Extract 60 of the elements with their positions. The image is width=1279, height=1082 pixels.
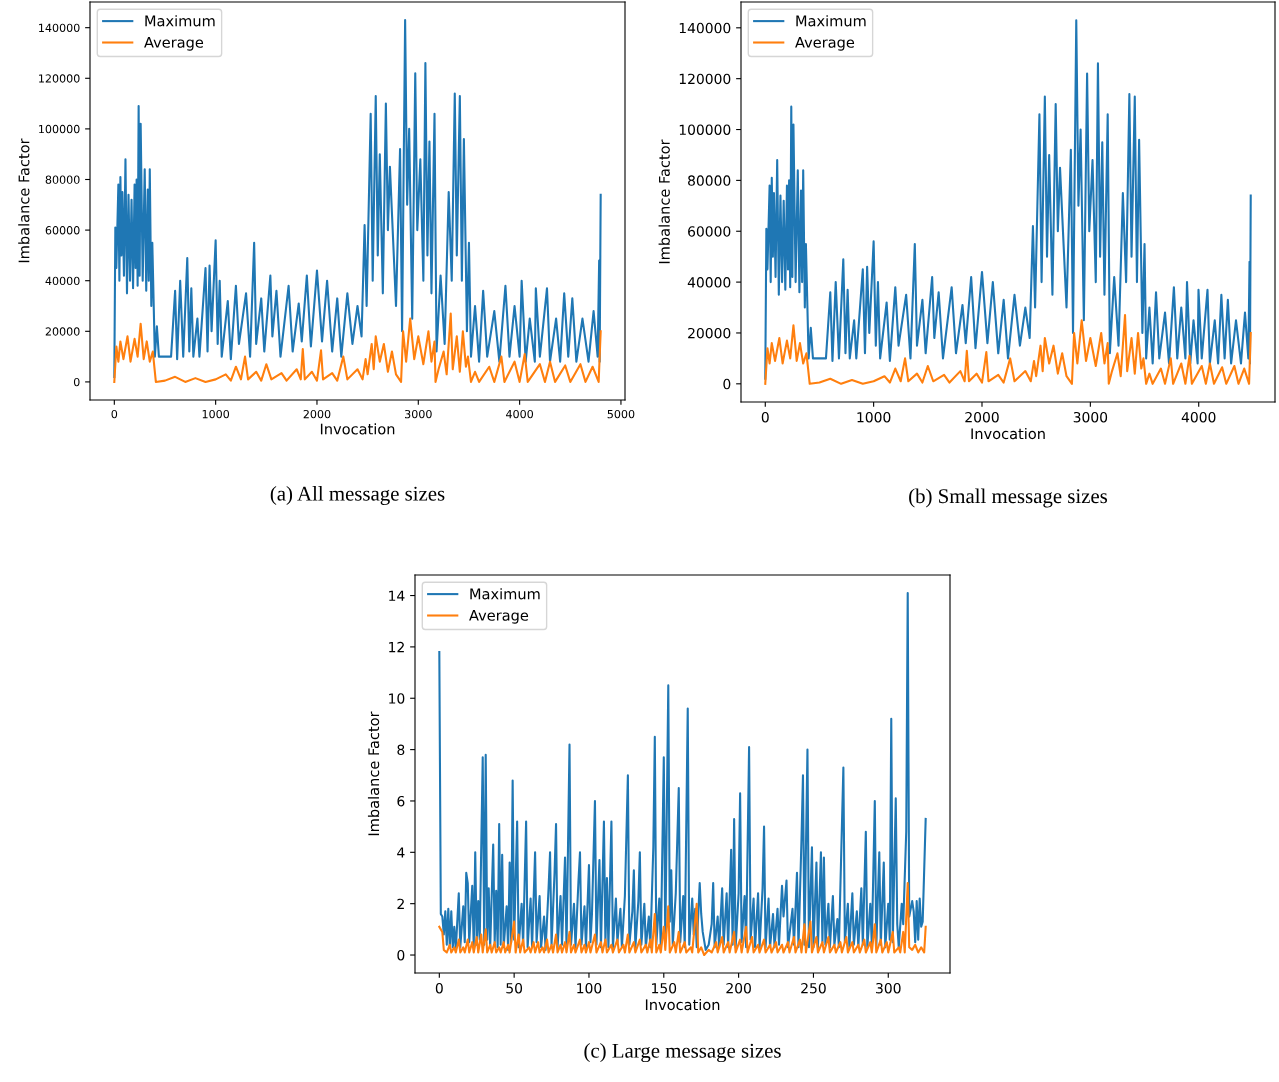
x-tick-label: 0 — [111, 409, 118, 419]
x-tick-label: 200 — [726, 982, 751, 994]
x-axis-title: Invocation — [971, 427, 1045, 440]
y-axis-title: Imbalance Factor — [18, 138, 30, 263]
x-tick-label: 2000 — [965, 411, 999, 423]
x-tick-label: 150 — [652, 982, 677, 994]
y-tick-label: 0 — [723, 378, 731, 390]
x-tick-label: 2000 — [303, 409, 331, 419]
y-tick-label: 20000 — [688, 327, 731, 339]
legend-label: Maximum — [145, 15, 215, 27]
x-tick-label: 300 — [876, 982, 901, 994]
y-tick-label: 140000 — [679, 22, 731, 34]
legend-label: Maximum — [470, 588, 540, 600]
y-tick-label: 20000 — [45, 327, 80, 336]
text: (c) Large message sizes — [584, 1043, 781, 1063]
line-series — [764, 314, 1252, 385]
legend-label: Average — [469, 609, 529, 624]
y-axis-title: Imbalance Factor — [367, 711, 380, 836]
y-tick-label: 140000 — [39, 23, 80, 33]
x-tick-label: 0 — [761, 411, 769, 423]
y-tick-label: 120000 — [679, 73, 731, 85]
legend-label: Average — [144, 36, 204, 51]
x-tick-label: 1000 — [857, 411, 891, 423]
y-axis-title: Imbalance Factor — [658, 139, 670, 264]
x-axis-title: Invocation — [645, 998, 720, 1011]
y-tick-label: 100000 — [39, 124, 80, 134]
y-tick-label: 8 — [397, 744, 405, 756]
x-tick-label: 4000 — [506, 409, 534, 419]
x-tick-label: 50 — [506, 982, 523, 994]
x-tick-label: 5000 — [607, 409, 635, 419]
y-tick-label: 0 — [397, 949, 405, 961]
y-tick-label: 40000 — [687, 277, 731, 288]
y-tick-label: 120000 — [39, 74, 80, 83]
y-tick-label: 10 — [389, 693, 405, 704]
x-tick-label: 4000 — [1181, 411, 1216, 423]
y-tick-label: 14 — [389, 590, 405, 601]
x-tick-label: 1000 — [202, 409, 230, 419]
x-tick-label: 3000 — [1073, 411, 1108, 423]
y-tick-label: 4 — [397, 847, 405, 858]
legend-label: Maximum — [796, 15, 866, 27]
x-tick-label: 0 — [435, 982, 443, 994]
y-tick-label: 100000 — [679, 124, 731, 135]
line-series — [113, 312, 602, 383]
y-tick-label: 80000 — [688, 175, 731, 186]
x-tick-label: 100 — [577, 982, 602, 994]
text: (a) All message sizes — [270, 486, 445, 505]
x-tick-label: 250 — [801, 982, 826, 994]
y-tick-label: 60000 — [688, 226, 731, 237]
x-tick-label: 3000 — [405, 409, 432, 419]
line-series — [438, 882, 927, 957]
y-tick-label: 60000 — [45, 226, 80, 235]
y-tick-label: 2 — [397, 898, 404, 909]
legend-label: Average — [795, 36, 855, 51]
x-axis-title: Invocation — [320, 423, 395, 435]
y-tick-label: 6 — [397, 795, 405, 807]
y-tick-label: 80000 — [45, 175, 80, 184]
y-tick-label: 12 — [389, 641, 404, 653]
y-tick-label: 40000 — [45, 276, 80, 286]
y-tick-label: 0 — [73, 377, 80, 387]
text: (b) Small message sizes — [909, 488, 1108, 508]
